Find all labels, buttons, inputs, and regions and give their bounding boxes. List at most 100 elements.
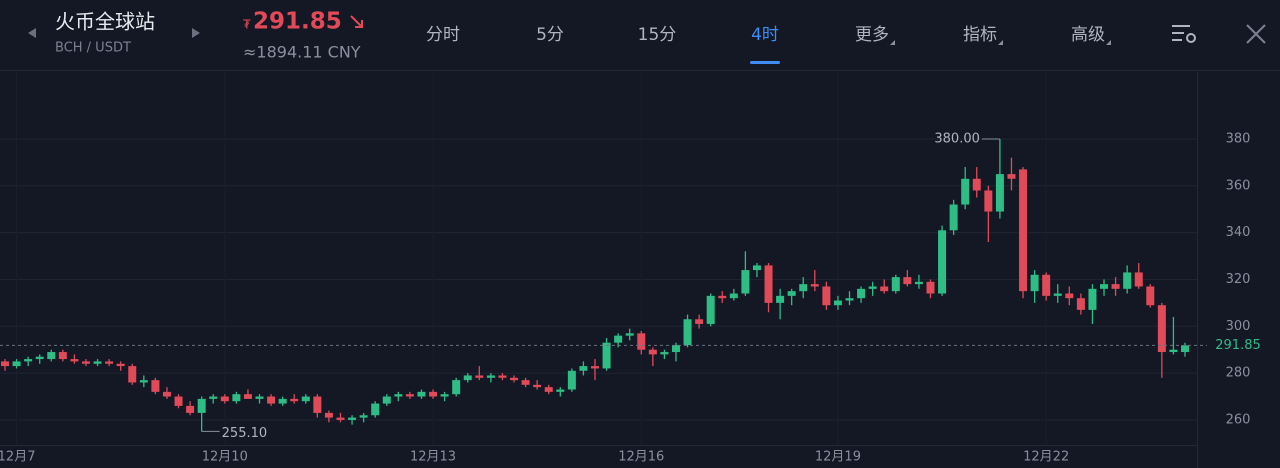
candle-body [1123, 272, 1132, 289]
y-tick-label: 300 [1226, 319, 1251, 334]
candle-body [868, 286, 877, 289]
candle-body [47, 352, 56, 360]
candle-body [1146, 286, 1155, 306]
candle-body [24, 359, 33, 362]
candle-body [648, 349, 657, 355]
candle-body [486, 375, 495, 378]
candle-body [602, 342, 611, 369]
candle-body [903, 277, 912, 285]
candle-body [914, 281, 923, 285]
candle-body [452, 380, 461, 395]
candle-body [764, 265, 773, 303]
down-arrow [350, 15, 363, 28]
candle-body [371, 403, 380, 416]
candle-body [683, 319, 692, 346]
y-tick-label: 380 [1226, 131, 1251, 146]
candle-body [625, 333, 634, 336]
cny-price: ≈1894.11 CNY [243, 43, 361, 62]
candle-body [833, 300, 842, 306]
candle-body [729, 293, 738, 299]
candle-body [267, 396, 276, 404]
candle-body [162, 391, 171, 397]
candle-body [12, 361, 21, 367]
candle-body [405, 394, 414, 397]
candle-body [255, 396, 264, 399]
candle-body [533, 384, 542, 388]
candle-body [498, 375, 507, 378]
candle-body [429, 391, 438, 397]
candle-body [718, 295, 727, 299]
candle-body [35, 356, 44, 360]
candle-body [822, 286, 831, 306]
candle-body [186, 405, 195, 413]
candle-body [845, 298, 854, 301]
candle-body [510, 377, 519, 381]
max-label: 380.00 [934, 131, 980, 146]
next-arrow[interactable] [192, 28, 200, 38]
min-label: 255.10 [222, 426, 268, 441]
tab-caret [1106, 40, 1111, 45]
candle-body [1019, 169, 1028, 292]
candle-body [394, 394, 403, 397]
candle-body [301, 396, 310, 402]
candle-body [278, 398, 287, 404]
tab[interactable]: 分时 [426, 25, 460, 45]
candle-body [1181, 345, 1189, 353]
candle-body [1065, 293, 1074, 299]
tab[interactable]: 15分 [638, 25, 677, 45]
candle-body [313, 396, 322, 413]
prev-arrow[interactable] [28, 28, 36, 38]
candle-body [324, 412, 333, 418]
candle-body [1088, 288, 1097, 310]
candle-body [382, 396, 391, 404]
tab-underline [750, 61, 780, 64]
candle-body [1076, 298, 1085, 310]
x-tick-label: 12月13 [410, 450, 456, 465]
candle-body [336, 417, 345, 420]
candle-body [984, 190, 993, 212]
candle-body [810, 284, 819, 287]
close-icon[interactable] [1246, 24, 1266, 44]
candle-body [290, 398, 299, 402]
y-tick-label: 360 [1226, 178, 1251, 193]
tab[interactable]: 5分 [536, 25, 564, 45]
tab[interactable]: 高级 [1071, 25, 1105, 45]
candle-body [58, 352, 67, 360]
candle-body [1157, 305, 1166, 353]
candle-body [880, 286, 889, 292]
candle-body [752, 265, 761, 271]
settings-icon[interactable] [1172, 25, 1196, 43]
candle-body [741, 270, 750, 294]
candle-body [1007, 174, 1016, 179]
candle-body [1100, 284, 1109, 289]
candle-body [151, 380, 160, 392]
candle-body [961, 178, 970, 205]
candle-body [857, 288, 866, 299]
candle-body [938, 230, 947, 294]
candle-body [556, 389, 565, 392]
candle-body [1111, 284, 1120, 289]
candle-body [1053, 293, 1062, 296]
candle-body [197, 398, 206, 413]
candle-body [139, 380, 148, 383]
candle-body [475, 375, 484, 378]
candle-body [174, 396, 183, 406]
candle-body [440, 394, 449, 397]
exchange-name: 火币全球站 [55, 10, 155, 34]
candle-body [417, 391, 426, 397]
candle-body [799, 284, 808, 292]
tab[interactable]: 4时 [751, 25, 779, 45]
candle-body [671, 345, 680, 353]
candle-body [1030, 274, 1039, 292]
currency-symbol: ₮ [243, 18, 251, 32]
tab[interactable]: 更多 [855, 25, 889, 45]
tab[interactable]: 指标 [963, 25, 997, 45]
candle-body [463, 375, 472, 381]
candle-body [787, 291, 796, 296]
candle-body [1042, 274, 1051, 296]
last-price-tag [1207, 336, 1279, 355]
candle-body [591, 366, 599, 369]
candle-body [614, 335, 623, 343]
x-tick-label: 12月19 [815, 450, 861, 465]
